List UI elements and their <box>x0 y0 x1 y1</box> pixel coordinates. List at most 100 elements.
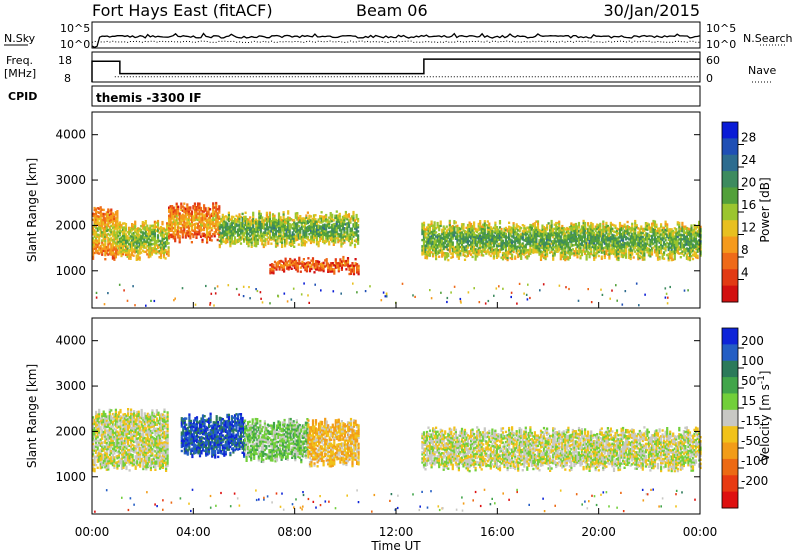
heatmap-cell <box>335 237 338 240</box>
heatmap-cell <box>422 223 426 227</box>
heatmap-cell <box>162 229 166 232</box>
heatmap-cell <box>184 236 187 239</box>
heatmap-cell <box>252 236 255 239</box>
heatmap-cell <box>348 266 351 270</box>
heatmap-cell <box>206 235 209 238</box>
heatmap-cell <box>161 227 164 230</box>
heatmap-cell <box>230 229 233 233</box>
heatmap-cell <box>304 262 307 266</box>
heatmap-cell <box>118 229 122 232</box>
heatmap-cell <box>441 228 444 232</box>
heatmap-cell <box>143 250 146 253</box>
heatmap-cell <box>314 220 317 223</box>
heatmap-cell <box>196 208 200 211</box>
heatmap-cell <box>349 264 353 267</box>
heatmap-cell <box>282 221 285 224</box>
heatmap-cell <box>220 224 223 227</box>
heatmap-cell <box>232 232 235 235</box>
heatmap-cell <box>347 215 351 218</box>
heatmap-cell <box>300 237 303 241</box>
heatmap-cell <box>213 222 216 226</box>
heatmap-cell <box>453 228 456 231</box>
heatmap-cell <box>310 259 313 262</box>
heatmap-cell <box>316 266 319 269</box>
heatmap-cell <box>102 216 105 220</box>
heatmap-cell <box>526 257 529 260</box>
heatmap-cell <box>108 215 111 219</box>
heatmap-cell <box>290 226 293 229</box>
heatmap-cell <box>92 218 95 222</box>
heatmap-cell <box>351 268 354 271</box>
heatmap-cell <box>207 225 210 228</box>
heatmap-cell <box>303 233 306 237</box>
heatmap-cell <box>258 226 261 229</box>
heatmap-cell <box>462 251 465 255</box>
heatmap-cell <box>433 231 436 234</box>
heatmap-cell <box>284 222 287 225</box>
heatmap-cell <box>296 212 299 215</box>
heatmap-cell <box>297 225 300 228</box>
heatmap-cell <box>223 220 226 223</box>
heatmap-cell <box>308 220 311 224</box>
heatmap-cell <box>224 215 227 218</box>
heatmap-cell <box>346 232 349 235</box>
heatmap-cell <box>92 251 95 254</box>
heatmap-cell <box>320 219 323 222</box>
heatmap-cell <box>264 243 267 247</box>
heatmap-cell <box>289 264 292 267</box>
heatmap-cell <box>331 228 334 231</box>
heatmap-cell <box>463 232 467 235</box>
heatmap-cell <box>299 233 302 236</box>
heatmap-cell <box>172 233 175 236</box>
heatmap-cell <box>439 247 442 250</box>
heatmap-cell <box>108 221 111 225</box>
heatmap-cell <box>132 238 135 241</box>
heatmap-cell <box>299 229 302 232</box>
heatmap-cell <box>171 233 174 236</box>
heatmap-cell <box>421 253 424 256</box>
heatmap-cell <box>424 246 427 249</box>
heatmap-cell <box>124 233 128 236</box>
heatmap-cell <box>346 214 349 217</box>
heatmap-cell <box>147 241 150 244</box>
heatmap-cell <box>427 233 430 237</box>
heatmap-cell <box>226 224 229 227</box>
heatmap-cell <box>623 223 626 226</box>
heatmap-cell <box>227 225 230 229</box>
heatmap-cell <box>430 238 433 242</box>
heatmap-cell <box>427 254 430 257</box>
heatmap-cell <box>267 226 270 229</box>
heatmap-cell <box>325 262 328 265</box>
heatmap-cell <box>322 236 325 239</box>
heatmap-cell <box>303 231 306 235</box>
heatmap-cell <box>311 221 314 225</box>
heatmap-cell <box>631 224 634 228</box>
heatmap-cell <box>209 226 212 229</box>
heatmap-cell <box>325 240 328 243</box>
heatmap-cell <box>169 213 172 216</box>
heatmap-cell <box>99 210 102 213</box>
heatmap-cell <box>129 241 132 244</box>
heatmap-cell <box>135 240 138 243</box>
heatmap-cell <box>277 236 281 240</box>
heatmap-cell <box>241 225 244 228</box>
heatmap-cell <box>304 268 307 272</box>
heatmap-cell <box>286 261 289 264</box>
heatmap-cell <box>167 254 170 257</box>
heatmap-cell <box>271 233 275 236</box>
heatmap-cell <box>271 219 275 222</box>
heatmap-cell <box>243 228 246 231</box>
heatmap-cell <box>241 227 244 230</box>
heatmap-cell <box>93 243 96 246</box>
heatmap-cell <box>353 245 357 249</box>
heatmap-cell <box>248 286 250 289</box>
heatmap-cell <box>207 211 210 214</box>
heatmap-cell <box>422 229 426 233</box>
heatmap-cell <box>140 251 143 254</box>
heatmap-cell <box>118 250 122 253</box>
heatmap-cell <box>320 227 323 230</box>
heatmap-cell <box>113 236 116 239</box>
heatmap-cell <box>207 209 210 212</box>
heatmap-cell <box>334 260 337 263</box>
heatmap-cell <box>177 236 180 239</box>
